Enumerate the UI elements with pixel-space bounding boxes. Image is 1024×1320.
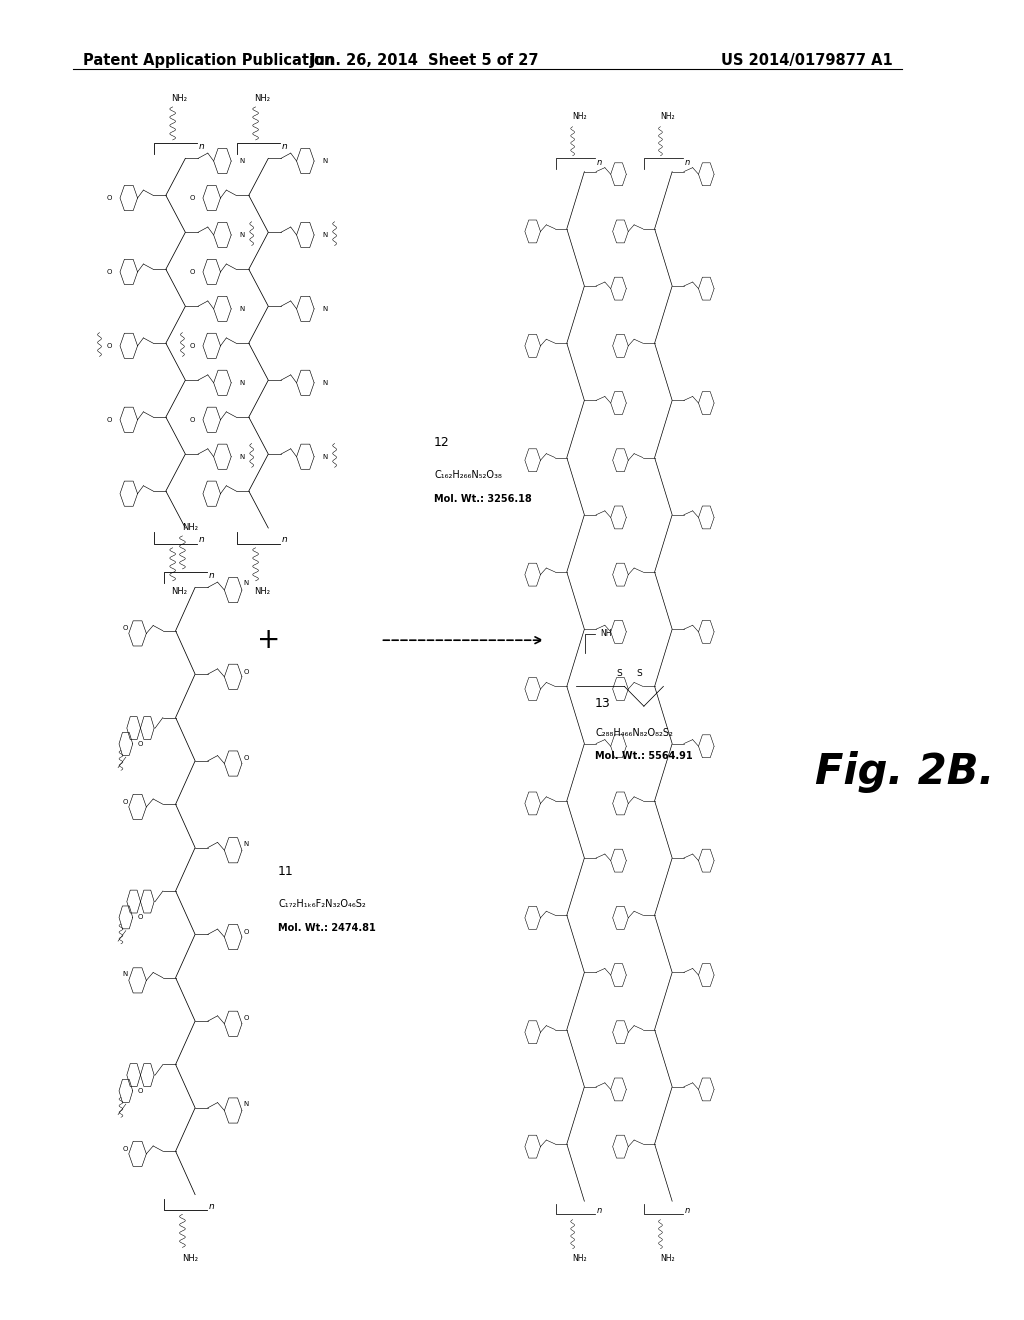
Text: N: N <box>323 380 328 385</box>
Text: Mol. Wt.: 3256.18: Mol. Wt.: 3256.18 <box>434 494 531 504</box>
Text: O: O <box>106 343 112 348</box>
Text: Fig. 2B.: Fig. 2B. <box>815 751 994 793</box>
Text: n: n <box>685 1206 690 1214</box>
Text: O: O <box>243 755 249 762</box>
Text: US 2014/0179877 A1: US 2014/0179877 A1 <box>721 53 893 67</box>
Text: N: N <box>244 841 249 846</box>
Text: n: n <box>685 158 690 166</box>
Text: O: O <box>243 929 249 935</box>
Text: NH: NH <box>600 630 611 638</box>
Text: O: O <box>122 1146 128 1151</box>
Text: O: O <box>138 741 143 747</box>
Text: N: N <box>240 232 245 238</box>
Text: n: n <box>209 1203 214 1210</box>
Text: NH₂: NH₂ <box>572 112 587 121</box>
Text: N: N <box>240 158 245 164</box>
Text: NH₂: NH₂ <box>171 94 187 103</box>
Text: NH₂: NH₂ <box>660 112 675 121</box>
Text: N: N <box>240 380 245 385</box>
Text: O: O <box>189 343 195 348</box>
Text: NH₂: NH₂ <box>182 1254 199 1263</box>
Text: n: n <box>597 158 602 166</box>
Text: Mol. Wt.: 2474.81: Mol. Wt.: 2474.81 <box>279 923 376 933</box>
Text: NH₂: NH₂ <box>660 1254 675 1263</box>
Text: O: O <box>122 799 128 805</box>
Text: N: N <box>244 581 249 586</box>
Text: Patent Application Publication: Patent Application Publication <box>83 53 335 67</box>
Text: O: O <box>243 1015 249 1022</box>
Text: O: O <box>106 417 112 422</box>
Text: N: N <box>323 306 328 312</box>
Text: S: S <box>616 669 623 677</box>
Text: S: S <box>636 669 642 677</box>
Text: NH₂: NH₂ <box>182 523 199 532</box>
Text: O: O <box>106 195 112 201</box>
Text: +: + <box>257 626 280 655</box>
Text: NH₂: NH₂ <box>254 587 270 597</box>
Text: C₂₈₈H₄₆₆N₈₂O₈₂S₂: C₂₈₈H₄₆₆N₈₂O₈₂S₂ <box>595 727 673 738</box>
Text: O: O <box>189 269 195 275</box>
Text: n: n <box>282 536 288 544</box>
Text: C₁₆₂H₂₆₆N₅₂O₃₈: C₁₆₂H₂₆₆N₅₂O₃₈ <box>434 470 502 480</box>
Text: C₁₇₂H₁ₖ₆F₂N₃₂O₄₆S₂: C₁₇₂H₁ₖ₆F₂N₃₂O₄₆S₂ <box>279 899 366 909</box>
Text: 12: 12 <box>434 436 450 449</box>
Text: O: O <box>189 195 195 201</box>
Text: NH₂: NH₂ <box>572 1254 587 1263</box>
Text: O: O <box>138 1088 143 1094</box>
Text: Mol. Wt.: 5564.91: Mol. Wt.: 5564.91 <box>595 751 692 762</box>
Text: 11: 11 <box>279 865 294 878</box>
Text: N: N <box>244 1101 249 1107</box>
Text: 13: 13 <box>595 697 611 710</box>
Text: n: n <box>282 143 288 150</box>
Text: O: O <box>189 417 195 422</box>
Text: N: N <box>323 158 328 164</box>
Text: O: O <box>106 269 112 275</box>
Text: O: O <box>243 668 249 675</box>
Text: O: O <box>138 915 143 920</box>
Text: N: N <box>122 970 128 977</box>
Text: Jun. 26, 2014  Sheet 5 of 27: Jun. 26, 2014 Sheet 5 of 27 <box>309 53 539 67</box>
Text: n: n <box>199 143 205 150</box>
Text: n: n <box>209 572 214 579</box>
Text: NH₂: NH₂ <box>171 587 187 597</box>
Text: N: N <box>323 232 328 238</box>
Text: NH₂: NH₂ <box>254 94 270 103</box>
Text: n: n <box>597 1206 602 1214</box>
Text: O: O <box>122 626 128 631</box>
Text: N: N <box>240 306 245 312</box>
Text: n: n <box>199 536 205 544</box>
Text: N: N <box>323 454 328 459</box>
Text: N: N <box>240 454 245 459</box>
